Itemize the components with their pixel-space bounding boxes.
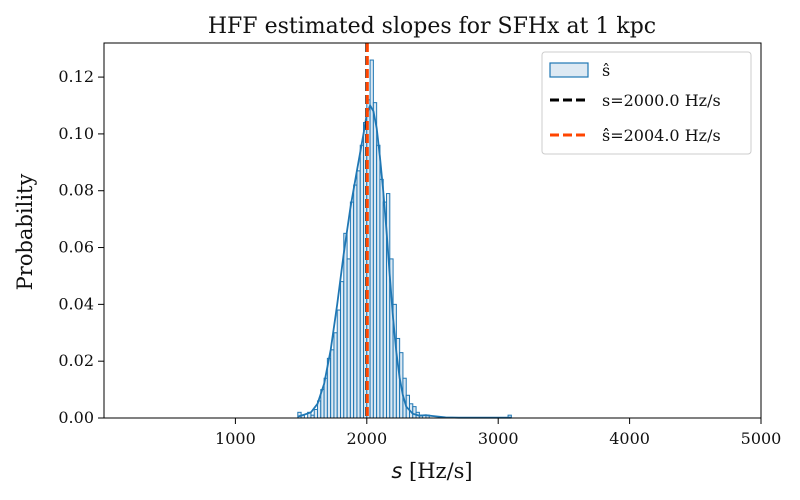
x-axis-label: s [Hz/s] — [391, 459, 472, 483]
x-axis: 1000 2000 3000 4000 5000 — [215, 418, 781, 448]
legend-true-label: s=2000.0 Hz/s — [602, 91, 721, 110]
y-tick-label: 0.10 — [58, 124, 94, 143]
y-axis-label: Probability — [13, 174, 37, 291]
x-tick-label: 3000 — [478, 429, 519, 448]
x-tick-label: 1000 — [215, 429, 256, 448]
axes-frame — [103, 42, 762, 419]
legend: ŝ s=2000.0 Hz/s ŝ̂=2004.0 Hz/s — [541, 51, 752, 155]
y-tick-label: 0.04 — [58, 294, 94, 313]
chart-title: HFF estimated slopes for SFHx at 1 kpc — [208, 14, 656, 39]
legend-frame — [541, 51, 752, 155]
x-axis-symbol: s — [391, 459, 402, 483]
y-tick-label: 0.12 — [58, 67, 94, 86]
y-tick-label: 0.00 — [58, 408, 94, 427]
legend-hist-label: ŝ — [602, 61, 610, 80]
legend-est-label: ŝ̂=2004.0 Hz/s — [602, 126, 721, 145]
kde-curve — [297, 103, 512, 419]
x-tick-label: 4000 — [609, 429, 650, 448]
y-tick-label: 0.08 — [58, 181, 94, 200]
y-tick-label: 0.06 — [58, 238, 94, 257]
y-tick-label: 0.02 — [58, 351, 94, 370]
x-tick-label: 2000 — [346, 429, 387, 448]
x-axis-unit: [Hz/s] — [402, 459, 472, 483]
legend-hist-swatch — [549, 62, 589, 78]
x-tick-label: 5000 — [741, 429, 782, 448]
y-axis: 0.00 0.02 0.04 0.06 0.08 0.10 0.12 — [58, 67, 104, 427]
